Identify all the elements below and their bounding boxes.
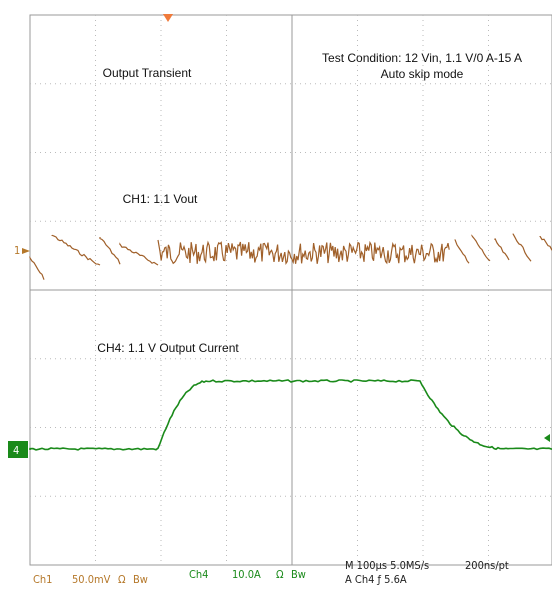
trigger: A Ch4 ƒ 5.6A bbox=[345, 573, 407, 586]
ch1-trace bbox=[29, 233, 552, 280]
ch4: Ch4 bbox=[189, 568, 208, 581]
ch1-coupling: Ω bbox=[118, 573, 126, 586]
timebase: M 100µs 5.0MS/s bbox=[345, 559, 429, 572]
ch4-marker: 4 bbox=[13, 444, 19, 457]
title: Output Transient bbox=[103, 66, 192, 80]
ch1-arrow bbox=[22, 248, 30, 254]
ch4-trigger-level bbox=[544, 434, 550, 442]
ch1-bw: Bw bbox=[133, 573, 148, 586]
mode: Auto skip mode bbox=[381, 67, 464, 81]
ch4-trace bbox=[29, 379, 552, 451]
ch4-coupling: Ω bbox=[276, 568, 284, 581]
ch1-label: CH1: 1.1 Vout bbox=[123, 192, 198, 206]
trigger-position bbox=[163, 14, 173, 22]
ch4-box bbox=[8, 441, 28, 458]
ch4-label: CH4: 1.1 V Output Current bbox=[97, 341, 239, 355]
condition: Test Condition: 12 Vin, 1.1 V/0 A-15 A bbox=[322, 51, 522, 65]
waveforms bbox=[29, 233, 552, 451]
resolution: 200ns/pt bbox=[465, 559, 509, 572]
ch1-scale: 50.0mV bbox=[72, 573, 111, 586]
ch4-scale: 10.0A bbox=[232, 568, 261, 581]
ch1: Ch1 bbox=[33, 573, 52, 586]
ch4-bw: Bw bbox=[291, 568, 306, 581]
grid bbox=[30, 15, 552, 565]
ch1-marker: 1 bbox=[14, 244, 20, 257]
